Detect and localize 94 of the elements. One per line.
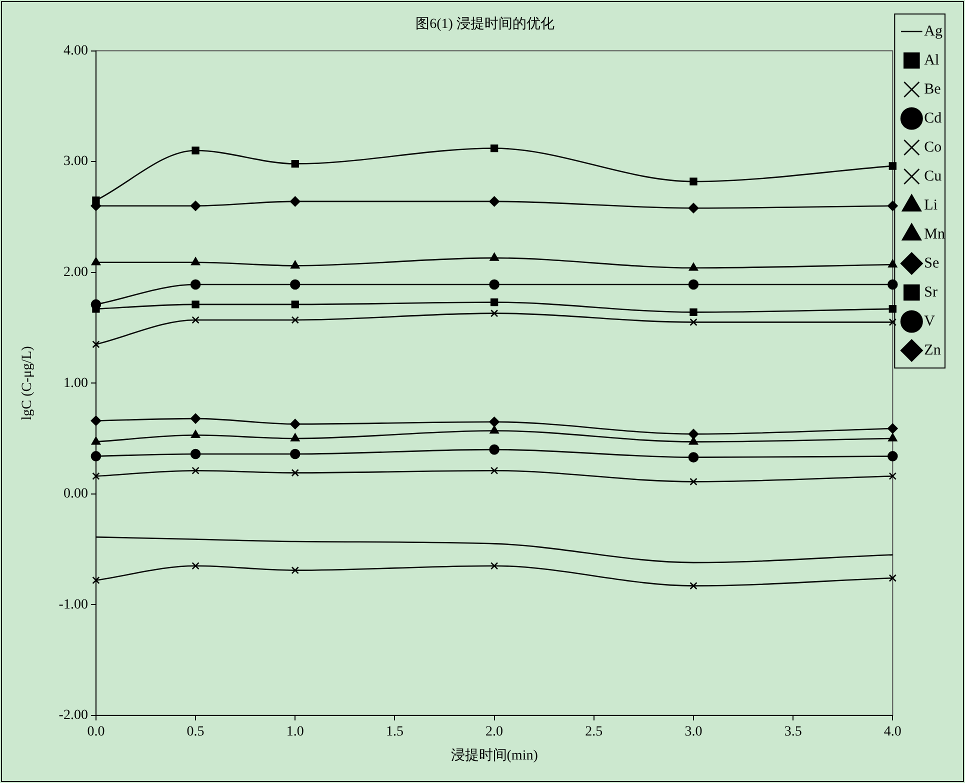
y-tick-label: 3.00 — [63, 154, 88, 170]
point — [888, 200, 898, 212]
point — [92, 340, 100, 348]
point — [888, 423, 898, 434]
point — [291, 300, 299, 308]
point — [489, 196, 500, 207]
point — [190, 448, 201, 460]
x-tick-label: 3.0 — [684, 724, 702, 740]
point — [489, 279, 500, 290]
x-tick-label: 3.5 — [784, 724, 802, 740]
chart-title: 图6(1) 浸提时间的优化 — [416, 16, 554, 32]
point — [490, 144, 498, 152]
y-tick-label: 4.00 — [63, 43, 88, 58]
y-tick-label: 0.00 — [63, 486, 88, 502]
point — [190, 200, 201, 212]
point — [688, 279, 699, 290]
point — [91, 257, 101, 266]
point — [192, 316, 200, 324]
x-tick-label: 1.5 — [386, 724, 404, 740]
legend-label: Co — [924, 139, 942, 156]
point — [192, 300, 200, 308]
point — [888, 162, 896, 170]
point — [888, 433, 898, 442]
point — [888, 318, 896, 326]
point — [290, 196, 300, 207]
point — [192, 146, 200, 154]
point — [291, 566, 299, 574]
point — [888, 305, 896, 313]
point — [888, 574, 896, 582]
legend-label: Al — [924, 52, 940, 68]
point — [190, 279, 201, 290]
y-tick-label: 1.00 — [63, 376, 88, 391]
point — [92, 576, 100, 584]
point — [688, 262, 698, 271]
point — [192, 466, 200, 474]
point — [688, 452, 699, 462]
point — [291, 316, 299, 324]
point — [888, 259, 898, 268]
point — [690, 478, 698, 486]
point — [490, 298, 498, 306]
legend-label: Zn — [924, 342, 942, 358]
x-tick-label: 0.5 — [186, 724, 204, 740]
legend-label: Cu — [924, 168, 942, 184]
legend-label: Li — [924, 197, 938, 214]
point — [91, 436, 101, 445]
point — [888, 472, 896, 480]
y-tick-label: -1.00 — [58, 597, 88, 612]
x-tick-label: 1.0 — [286, 724, 304, 740]
point — [290, 260, 300, 269]
point — [192, 562, 200, 570]
point — [690, 178, 698, 186]
point — [490, 309, 498, 318]
point — [191, 430, 200, 438]
point — [290, 448, 300, 460]
point — [191, 257, 200, 266]
point — [489, 444, 500, 455]
point — [690, 318, 698, 326]
point — [90, 416, 102, 426]
point — [490, 252, 499, 261]
point — [290, 433, 300, 442]
point — [291, 160, 299, 168]
point — [90, 451, 102, 462]
legend-label: Cd — [924, 110, 942, 126]
point — [690, 582, 698, 590]
legend-label: Be — [924, 81, 942, 98]
legend-label: Mn — [924, 226, 946, 242]
point — [291, 468, 299, 477]
point — [888, 451, 898, 462]
legend-label: Se — [924, 255, 940, 272]
point — [489, 416, 500, 428]
point — [190, 413, 201, 424]
point — [690, 308, 698, 316]
legend-label: V — [924, 313, 936, 330]
point — [490, 426, 499, 434]
y-tick-label: 2.00 — [63, 265, 88, 280]
point — [290, 418, 300, 430]
point — [490, 466, 498, 474]
point — [290, 279, 300, 290]
point — [888, 279, 898, 290]
point — [92, 196, 100, 204]
x-tick-label: 0.0 — [87, 724, 105, 740]
x-tick-label: 2.5 — [585, 724, 603, 740]
point — [490, 562, 498, 570]
x-axis-title: 浸提时间(min) — [450, 747, 538, 764]
point — [688, 436, 698, 445]
point — [688, 202, 699, 214]
point — [92, 472, 100, 480]
legend-label: Ag — [924, 23, 943, 40]
y-axis-title: lgC (C-μg/L) — [20, 346, 36, 420]
legend-label: Sr — [924, 284, 938, 300]
point — [688, 428, 699, 440]
y-tick-label: -2.00 — [58, 708, 88, 724]
x-tick-label: 2.0 — [486, 724, 504, 740]
x-tick-label: 4.0 — [884, 724, 902, 740]
